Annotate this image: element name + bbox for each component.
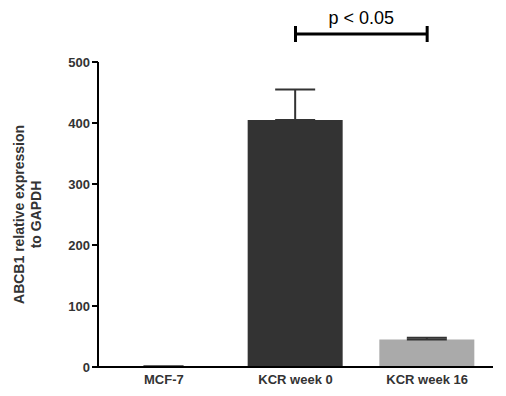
svg-text:500: 500 <box>68 55 90 70</box>
svg-text:300: 300 <box>68 177 90 192</box>
svg-text:0: 0 <box>83 360 90 375</box>
svg-text:MCF-7: MCF-7 <box>144 372 184 387</box>
svg-text:ABCB1 relative expressionto GA: ABCB1 relative expressionto GAPDH <box>11 125 44 304</box>
svg-text:100: 100 <box>68 299 90 314</box>
svg-text:400: 400 <box>68 116 90 131</box>
svg-text:KCR week 16: KCR week 16 <box>386 372 468 387</box>
svg-text:p < 0.05: p < 0.05 <box>329 8 395 28</box>
svg-text:KCR week 0: KCR week 0 <box>258 372 332 387</box>
svg-text:200: 200 <box>68 238 90 253</box>
